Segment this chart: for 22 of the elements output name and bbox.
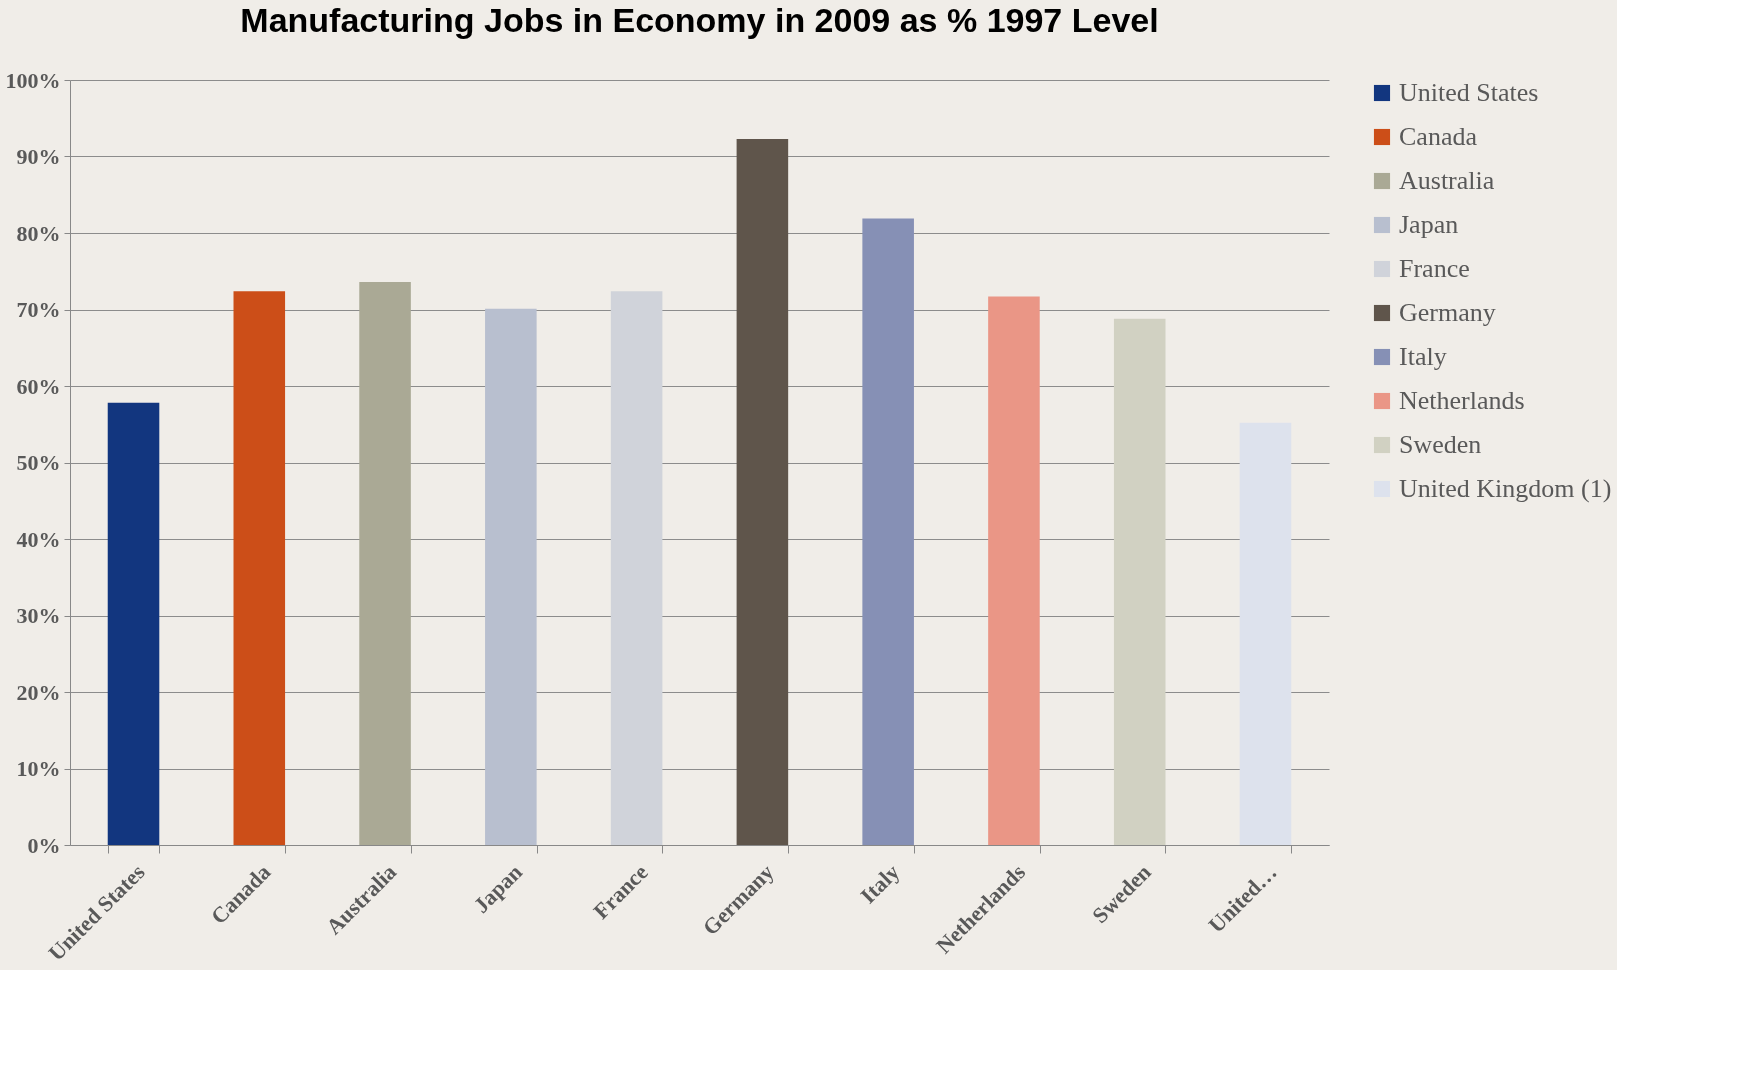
y-tick-label: 20% xyxy=(16,679,61,705)
y-tick-label: 10% xyxy=(16,756,61,781)
y-tick-label: 50% xyxy=(16,450,61,475)
legend-label: Italy xyxy=(1399,342,1447,371)
y-tick-label: 90% xyxy=(16,144,61,169)
legend-label: United States xyxy=(1399,78,1539,107)
y-tick-label: 70% xyxy=(16,297,61,322)
legend-label: Australia xyxy=(1399,166,1495,195)
legend-label: United Kingdom (1) xyxy=(1399,474,1612,503)
y-tick-label: 30% xyxy=(16,603,61,628)
y-tick-label: 80% xyxy=(16,220,61,246)
legend-label: France xyxy=(1399,254,1470,283)
y-tick-label: 0% xyxy=(27,832,61,858)
legend-label: Japan xyxy=(1399,210,1459,239)
y-tick-label: 40% xyxy=(16,526,61,552)
chart-title: Manufacturing Jobs in Economy in 2009 as % 1997 Level xyxy=(240,1,1159,39)
y-tick-label: 100% xyxy=(5,67,61,93)
y-tick-label: 60% xyxy=(16,373,61,399)
legend-label: Netherlands xyxy=(1399,386,1525,415)
legend-label: Sweden xyxy=(1399,430,1482,459)
legend-label: Germany xyxy=(1399,298,1496,327)
legend-label: Canada xyxy=(1399,122,1478,151)
